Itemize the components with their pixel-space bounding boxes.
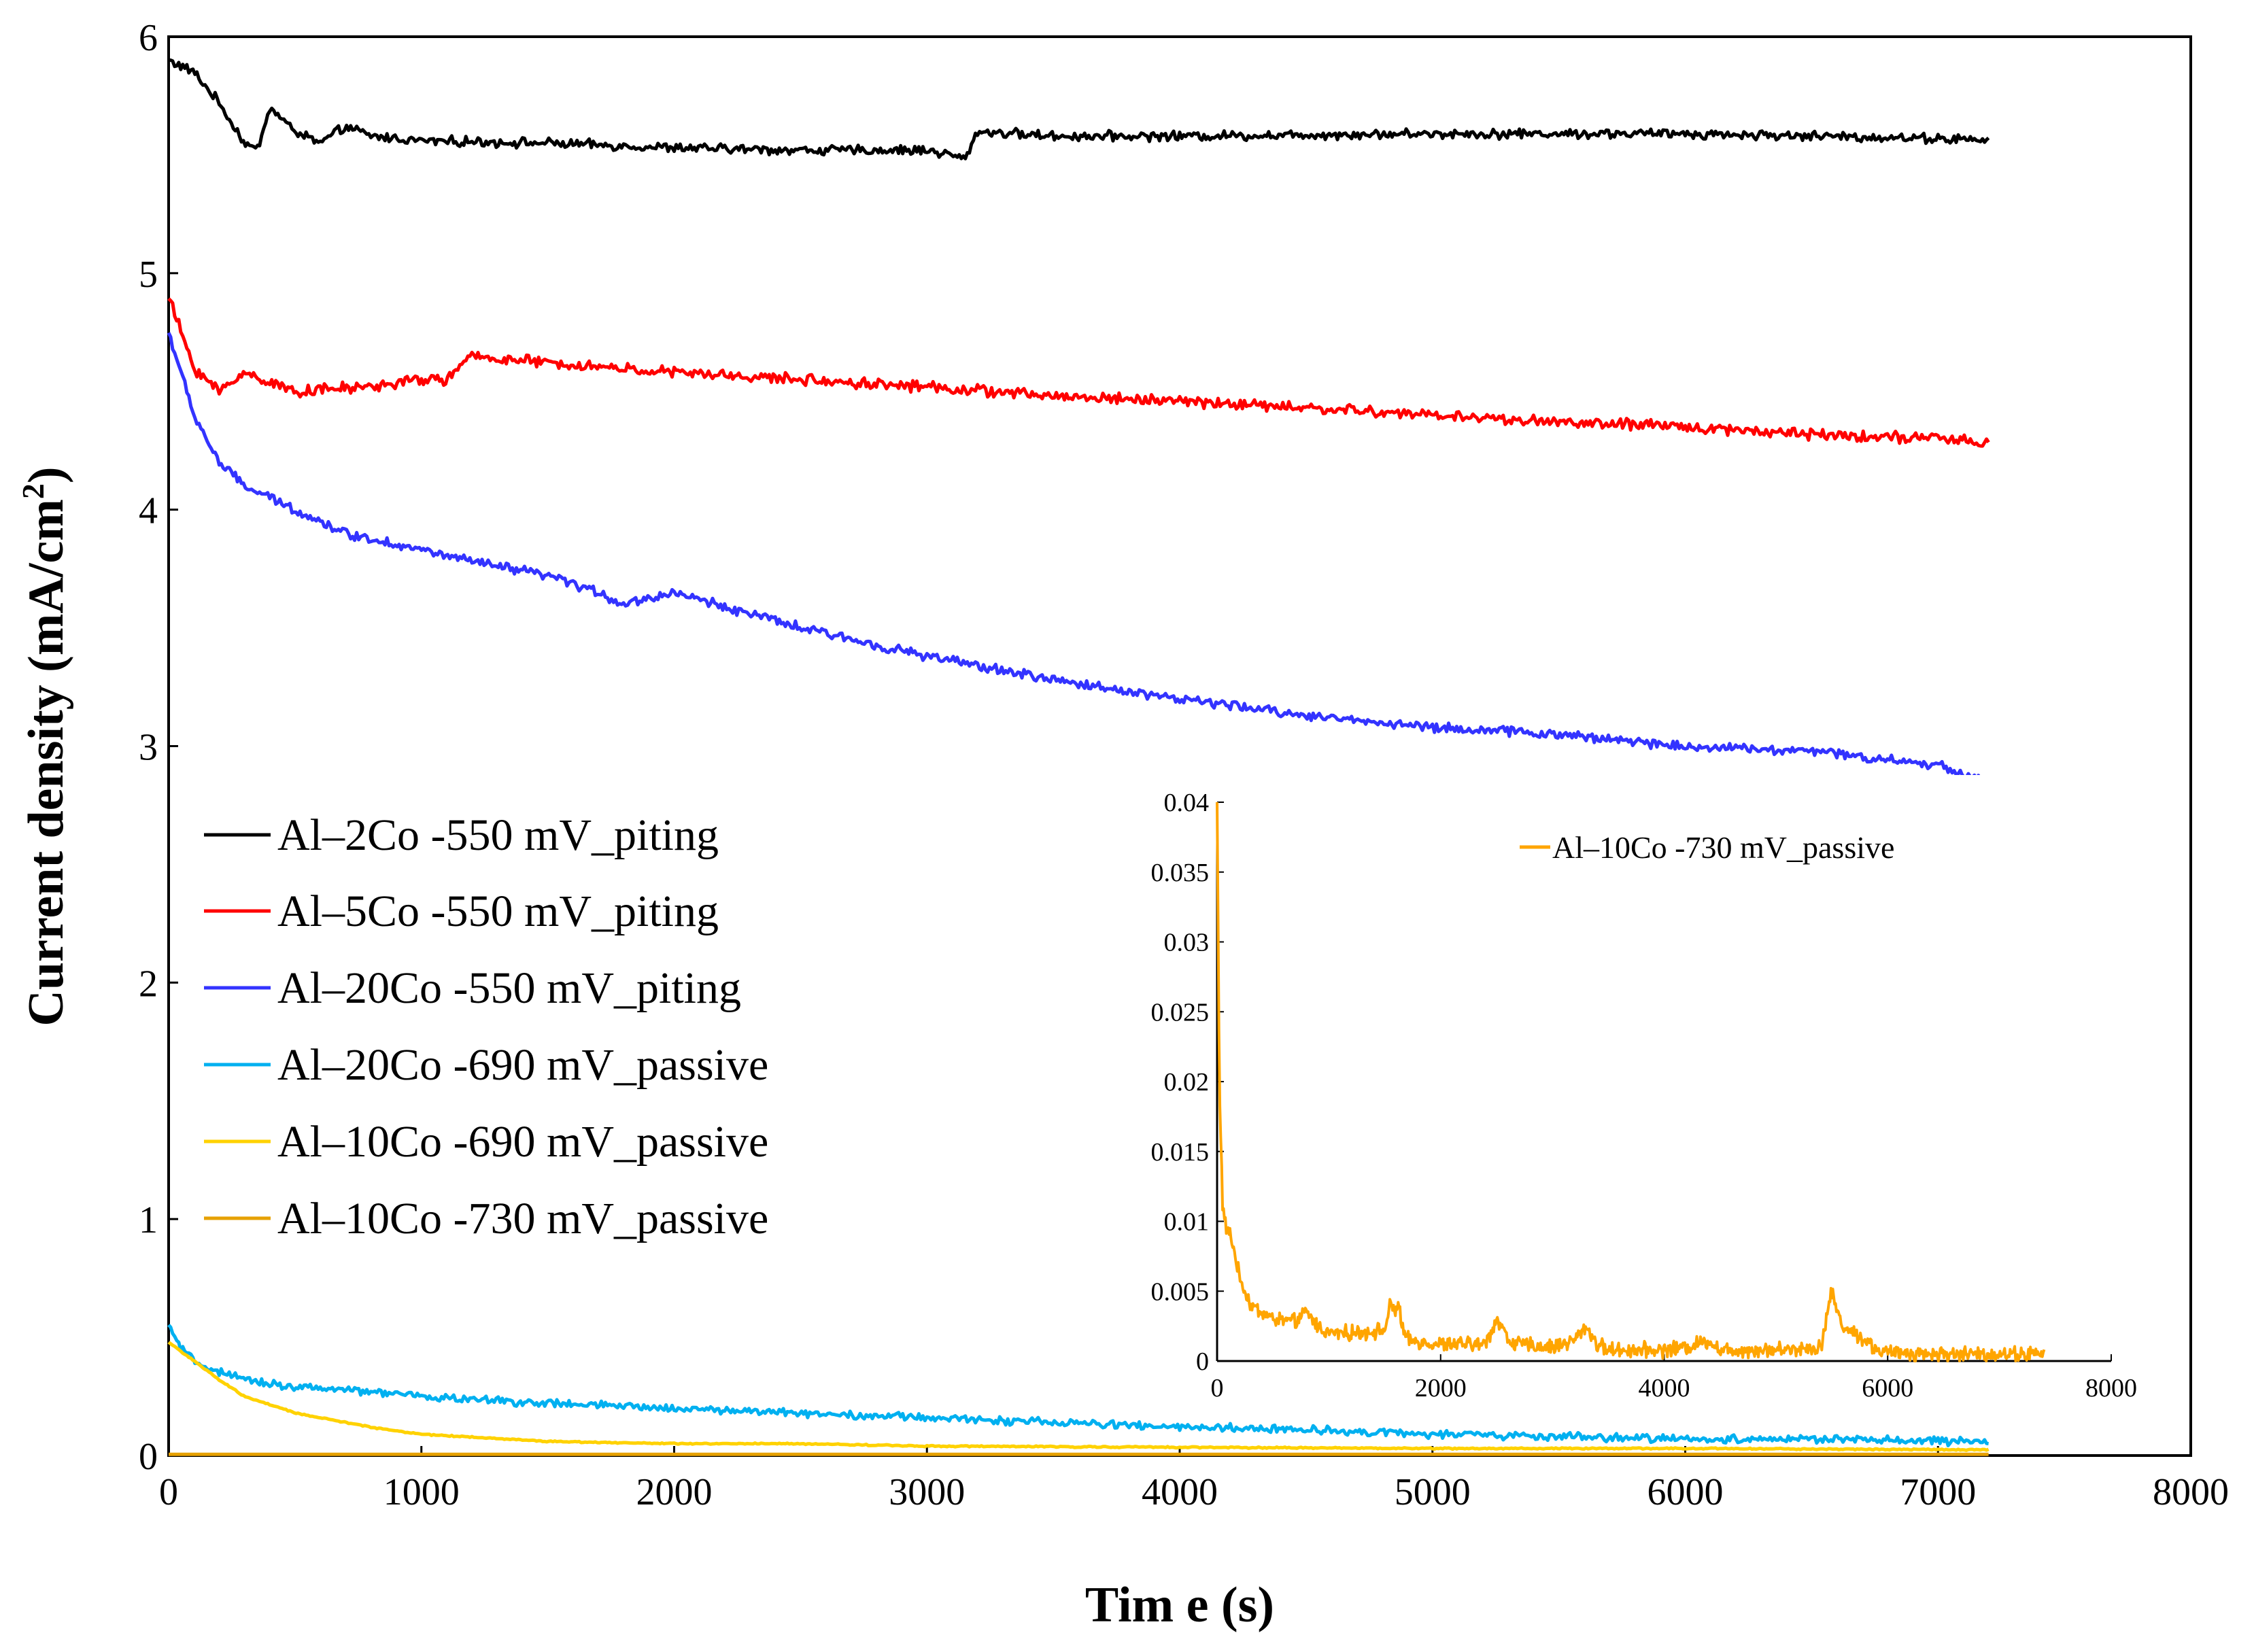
main-y-tick-label-0: 0	[139, 1436, 158, 1478]
inset-series-line-0	[1216, 802, 2046, 1362]
inset-y-tick-label-1: 0.005	[1151, 1277, 1210, 1306]
main-series-line-3	[167, 1324, 1989, 1447]
inset-chart: 0 2000 4000 6000 8000 0 0.005 0.01 0.015 0.02 0.02…	[1087, 775, 2155, 1403]
y-axis-label-close: )	[18, 466, 74, 483]
main-series-line-4	[167, 1341, 1990, 1452]
inset-y-tick-label-6: 0.03	[1164, 929, 1210, 957]
main-y-tick-label-4: 4	[139, 490, 158, 532]
inset-y-tick-label-0: 0	[1196, 1347, 1209, 1376]
legend-label-al20co-550: Al–20Co -550 mV_piting	[277, 963, 741, 1013]
main-series-line-1	[167, 297, 1990, 448]
main-y-tick-label-1: 1	[139, 1199, 158, 1241]
inset-x-tick-label-1: 2000	[1415, 1374, 1467, 1403]
main-series-line-0	[168, 58, 1990, 160]
legend-label-al10co-730: Al–10Co -730 mV_passive	[277, 1194, 768, 1243]
inset-series-group	[1216, 802, 2046, 1362]
y-axis-label-superscript: 2	[16, 483, 50, 499]
inset-y-tick-label-8: 0.04	[1164, 789, 1210, 817]
y-axis-label: Current density (mA/cm2)	[16, 466, 74, 1026]
inset-x-tick-label-0: 0	[1211, 1374, 1224, 1403]
main-legend: Al–2Co -550 mV_piting Al–5Co -550 mV_pit…	[204, 810, 768, 1243]
main-x-tick-label-1: 1000	[383, 1471, 460, 1513]
main-x-tick-label-2: 2000	[636, 1471, 713, 1513]
main-x-tick-label-5: 5000	[1395, 1471, 1471, 1513]
inset-axis-ticks: 0 2000 4000 6000 8000 0 0.005 0.01 0.015 0.02 0.02…	[1151, 789, 2138, 1403]
legend-label-al20co-690: Al–20Co -690 mV_passive	[277, 1040, 768, 1090]
main-y-tick-label-5: 5	[139, 254, 158, 296]
inset-y-tick-label-7: 0.035	[1151, 859, 1210, 887]
main-y-tick-label-3: 3	[139, 727, 158, 769]
main-axis-ticks: 0 1000 2000 3000 4000 5000 6000 7000 8000 0 1 2 3 4 5 6	[139, 17, 2229, 1513]
main-x-tick-label-3: 3000	[889, 1471, 965, 1513]
main-x-tick-label-6: 6000	[1647, 1471, 1724, 1513]
inset-legend-label: Al–10Co -730 mV_passive	[1552, 830, 1894, 865]
main-y-tick-label-2: 2	[139, 963, 158, 1005]
x-axis-label: Tim e (s)	[1085, 1577, 1274, 1633]
y-axis-label-text: Current density (mA/cm	[18, 499, 74, 1027]
main-x-tick-label-0: 0	[159, 1471, 178, 1513]
legend-label-al2co-550: Al–2Co -550 mV_piting	[277, 810, 719, 860]
legend-label-al10co-690: Al–10Co -690 mV_passive	[277, 1117, 768, 1167]
inset-y-tick-label-5: 0.025	[1151, 998, 1210, 1027]
main-x-tick-label-7: 7000	[1900, 1471, 1976, 1513]
main-x-tick-label-4: 4000	[1142, 1471, 1218, 1513]
main-series-line-2	[167, 332, 1990, 784]
inset-background	[1087, 775, 2155, 1373]
inset-x-tick-label-2: 4000	[1639, 1374, 1690, 1403]
main-series-group	[167, 58, 1990, 1456]
legend-label-al5co-550: Al–5Co -550 mV_piting	[277, 887, 719, 936]
inset-y-tick-label-2: 0.01	[1164, 1208, 1210, 1237]
inset-y-tick-label-4: 0.02	[1164, 1068, 1210, 1097]
inset-x-tick-label-3: 6000	[1862, 1374, 1913, 1403]
inset-y-tick-label-3: 0.015	[1151, 1138, 1210, 1167]
main-y-tick-label-6: 6	[139, 17, 158, 59]
main-x-tick-label-8: 8000	[2153, 1471, 2229, 1513]
inset-x-tick-label-4: 8000	[2085, 1374, 2137, 1403]
